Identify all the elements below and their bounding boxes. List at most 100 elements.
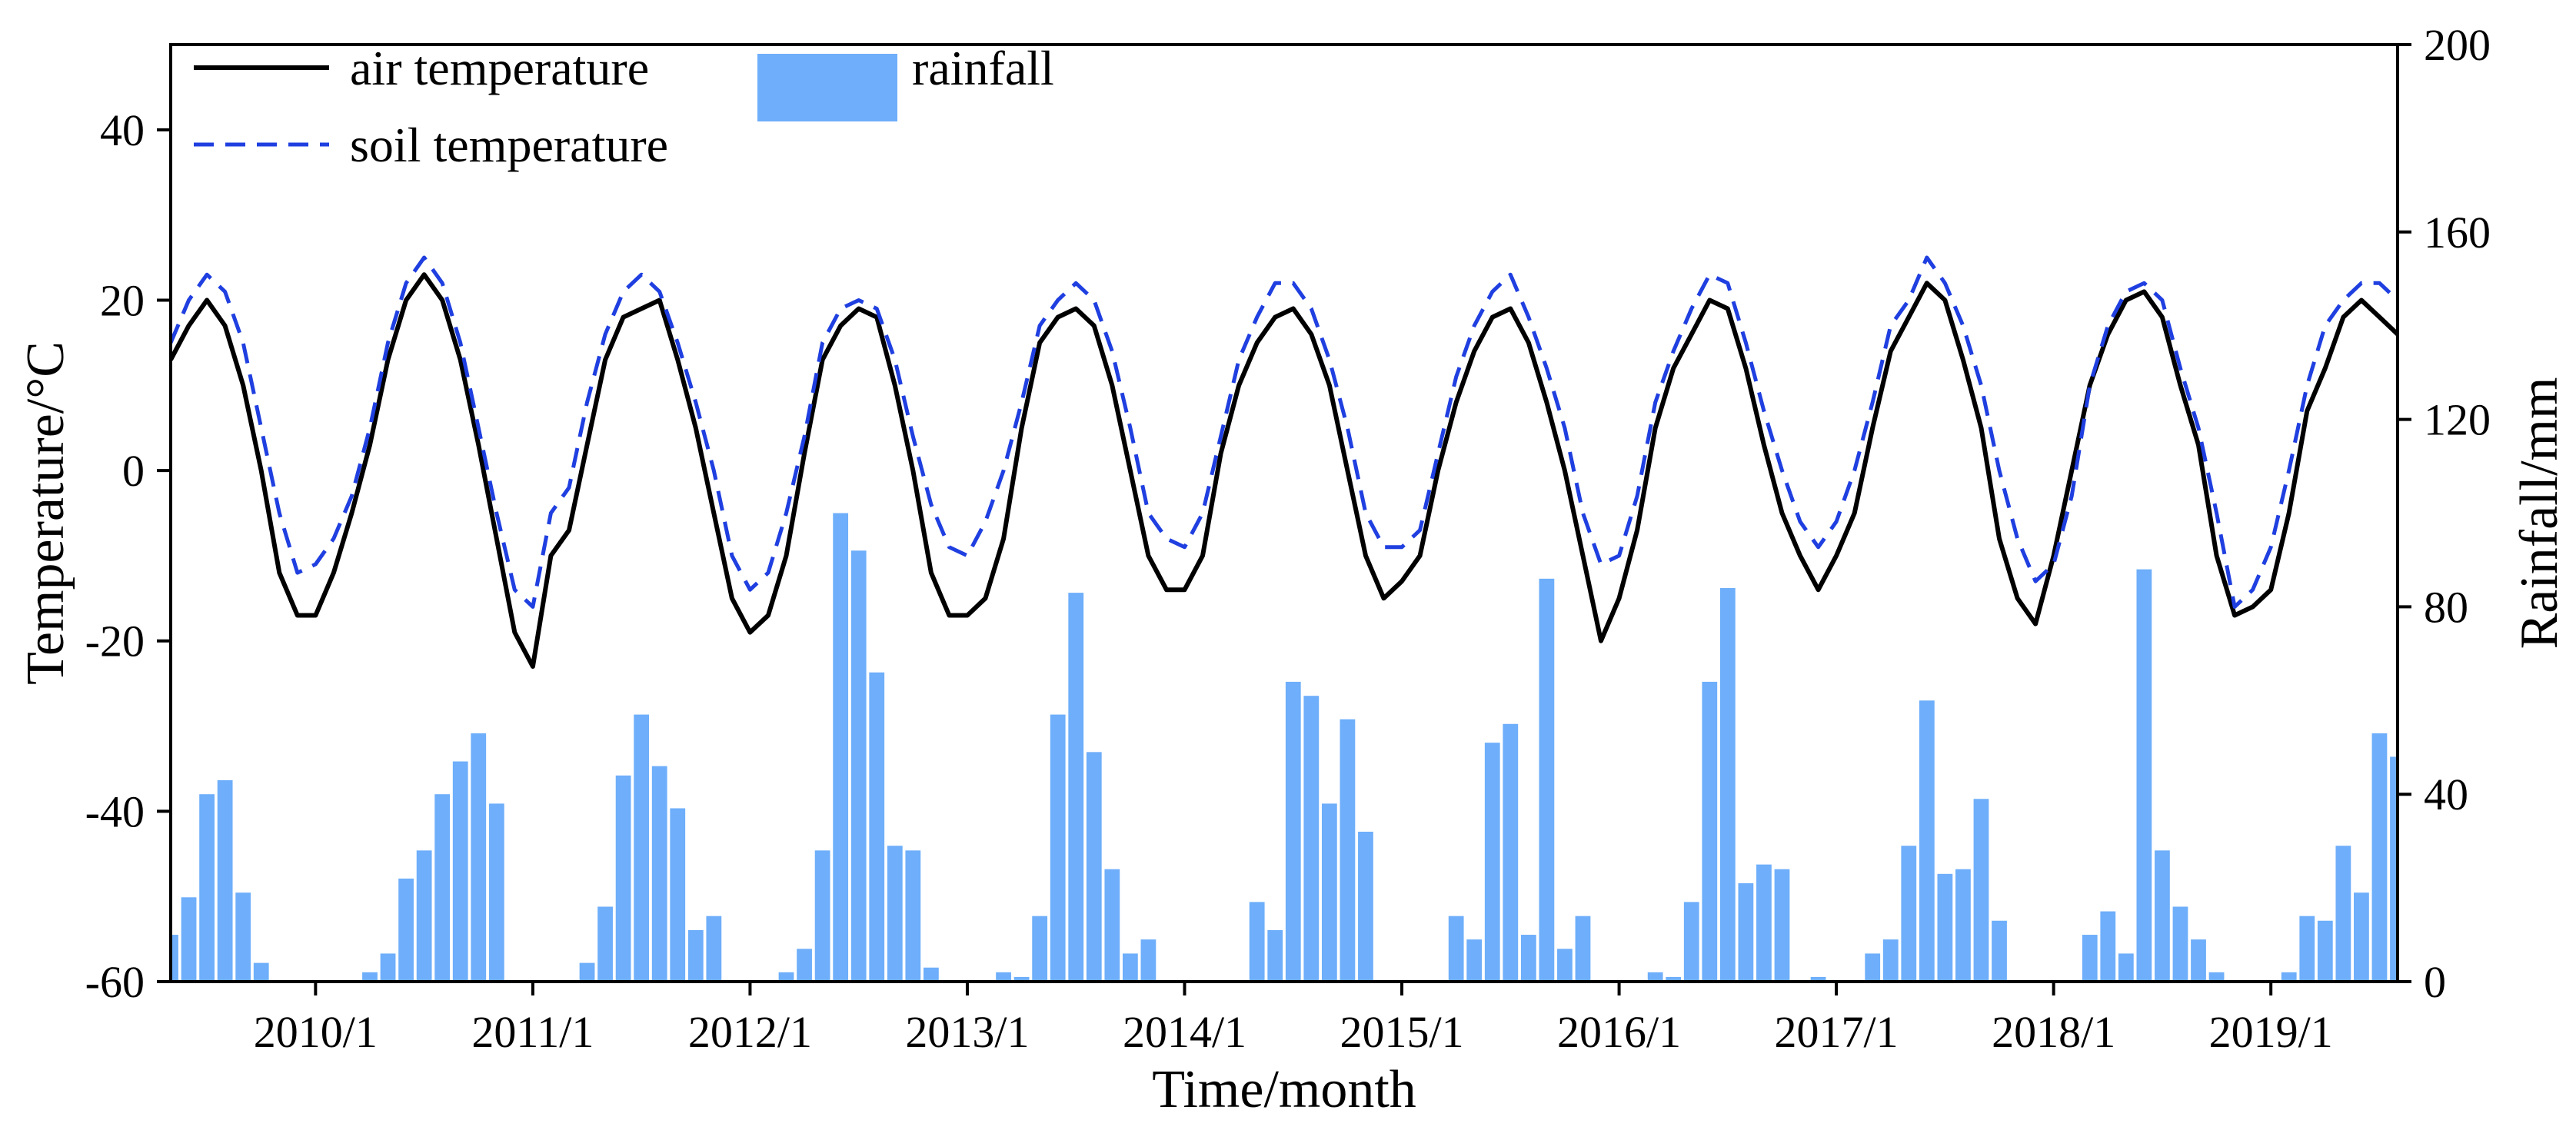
rainfall-bar (253, 962, 269, 982)
rainfall-bar (1666, 976, 1682, 982)
rainfall-bar (398, 878, 414, 982)
rainfall-bar (1520, 935, 1536, 982)
rainfall-bar (1140, 939, 1157, 982)
rainfall-bar (869, 672, 885, 982)
rainfall-bar (597, 906, 613, 982)
left-y-tick-label: -20 (85, 617, 145, 666)
rainfall-bar (434, 794, 451, 982)
right-y-tick-label: 160 (2424, 208, 2491, 258)
rainfall-bar (362, 972, 378, 982)
rainfall-bar (1285, 681, 1301, 982)
x-tick-label: 2018/1 (1992, 1007, 2115, 1057)
rainfall-bar (2317, 920, 2333, 982)
rainfall-bar (996, 972, 1011, 982)
rainfall-bar (1358, 831, 1373, 982)
rainfall-bar (615, 775, 631, 982)
rainfall-bar (1647, 972, 1663, 982)
x-tick-label: 2015/1 (1340, 1007, 1463, 1057)
rainfall-bar (171, 935, 178, 982)
plot-frame (169, 43, 2399, 983)
rainfall-bar (1919, 700, 1935, 982)
rainfall-bar (2082, 935, 2098, 982)
x-axis-title: Time/month (1152, 1060, 1416, 1119)
soil-temperature-line (171, 255, 2398, 609)
right-y-tick-label: 40 (2424, 769, 2468, 819)
rainfall-bar (1992, 920, 2007, 982)
axes: -60 -40 -20 0 20 40 0 40 80 120 160 200 2010/1 2011/1… (16, 20, 2569, 1119)
rainfall-bar (1122, 953, 1138, 982)
x-tick-label: 2012/1 (688, 1007, 812, 1057)
rainfall-bar (1340, 719, 1356, 982)
x-tick-label: 2013/1 (905, 1007, 1029, 1057)
rainfall-bar (1086, 752, 1102, 982)
rainfall-bars (171, 513, 2398, 982)
rainfall-bar (2155, 850, 2170, 982)
rainfall-bar (1702, 681, 1718, 982)
rainfall-bar (1901, 846, 1917, 982)
left-y-tick-label: 40 (100, 105, 145, 155)
rainfall-bar (579, 962, 595, 982)
rainfall-bar (833, 513, 849, 982)
rainfall-bar (814, 850, 830, 982)
right-y-tick-label: 200 (2424, 20, 2491, 70)
legend-label: air temperature (350, 41, 649, 95)
rainfall-bar (1882, 939, 1899, 982)
left-y-tick-label: -60 (85, 957, 145, 1007)
legend-label: rainfall (912, 41, 1054, 95)
rainfall-bar (2371, 733, 2388, 982)
left-y-tick-label: -40 (85, 786, 145, 836)
rainfall-bar (1466, 939, 1483, 982)
rainfall-bar (235, 892, 251, 982)
right-y-axis-title: Rainfall/mm (2510, 377, 2569, 650)
rainfall-bar (1955, 869, 1971, 982)
rainfall-bar (2335, 846, 2351, 982)
rainfall-bar (1973, 799, 1989, 982)
rainfall-bar (1484, 743, 1500, 982)
x-tick-label: 2016/1 (1557, 1007, 1681, 1057)
rainfall-bar (1503, 723, 1519, 982)
temperature-lines (171, 255, 2398, 669)
x-tick-label: 2019/1 (2209, 1007, 2333, 1057)
rainfall-bar (905, 850, 921, 982)
rainfall-bar (471, 733, 487, 982)
rainfall-bar (2390, 756, 2398, 982)
rainfall-bar (1575, 916, 1591, 982)
rainfall-bar (1068, 593, 1084, 982)
rainfall-bar (706, 916, 722, 982)
rainfall-bar (2172, 906, 2188, 982)
rainfall-bar (1738, 883, 1754, 982)
rainfall-bar (416, 850, 432, 982)
rainfall-bar (1683, 902, 1699, 982)
legend-rainfall-swatch (757, 54, 897, 121)
rainfall-bar (2208, 972, 2225, 982)
rainfall-bar (670, 808, 686, 982)
rainfall-bar (1303, 696, 1320, 982)
rainfall-bar (2281, 972, 2297, 982)
rainfall-bar (1539, 578, 1555, 982)
right-y-tick-label: 80 (2424, 582, 2468, 632)
rainfall-bar (651, 766, 667, 982)
left-y-tick-label: 20 (100, 275, 145, 325)
rainfall-bar (1810, 976, 1826, 982)
rainfall-bar (1249, 902, 1265, 982)
rainfall-bar (488, 803, 504, 982)
rainfall-bar (1774, 869, 1790, 982)
rainfall-bar (2354, 892, 2369, 982)
rainfall-bar (217, 779, 233, 982)
rainfall-bar (2191, 939, 2206, 982)
legend-label: soil temperature (350, 118, 668, 172)
rainfall-bar (1865, 953, 1881, 982)
rainfall-bar (1448, 916, 1464, 982)
x-tick-label: 2010/1 (254, 1007, 378, 1057)
rainfall-bar (1321, 803, 1337, 982)
rainfall-bar (199, 794, 215, 982)
rainfall-bar (2136, 569, 2152, 982)
rainfall-bar (1756, 864, 1772, 982)
rainfall-bar (1937, 873, 1953, 982)
rainfall-bar (850, 550, 867, 982)
left-y-axis-title: Temperature/°C (16, 341, 75, 685)
rainfall-bar (1013, 976, 1030, 982)
rainfall-bar (687, 929, 704, 982)
